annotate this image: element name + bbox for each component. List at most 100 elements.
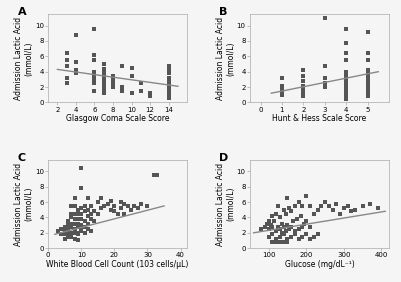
Point (322, 63, 328, 68)
Point (58, 227, 65, 231)
Point (91, 73, 98, 78)
Point (299, 204, 306, 208)
Point (343, 89, 349, 93)
Point (166, 96, 172, 100)
Point (128, 91, 135, 96)
Point (75, 231, 81, 235)
Point (147, 91, 153, 96)
Point (343, 58, 349, 62)
Point (101, 91, 107, 96)
Point (63, 58, 70, 62)
Text: B: B (219, 7, 228, 17)
Point (85, 221, 91, 226)
Point (348, 209, 354, 213)
Point (81, 219, 88, 224)
Point (269, 232, 275, 237)
Point (367, 201, 373, 206)
Point (166, 94, 172, 98)
Point (73, 71, 79, 76)
Point (111, 209, 117, 213)
Point (101, 77, 107, 82)
Point (296, 227, 302, 231)
Point (75, 211, 81, 216)
Point (343, 77, 349, 82)
X-axis label: Glucose (mg/dL⁻¹): Glucose (mg/dL⁻¹) (285, 260, 354, 269)
Point (154, 173, 161, 177)
Point (108, 198, 114, 203)
Point (300, 83, 306, 88)
Point (110, 85, 116, 89)
Point (75, 224, 81, 229)
Point (101, 62, 107, 66)
Point (301, 221, 308, 226)
Point (91, 69, 98, 74)
Point (101, 85, 107, 89)
Point (91, 219, 98, 224)
Point (101, 204, 107, 208)
Point (63, 50, 70, 55)
X-axis label: Hunt & Hess Scale Score: Hunt & Hess Scale Score (272, 114, 367, 123)
Point (314, 208, 321, 212)
Point (292, 232, 298, 237)
Point (124, 204, 131, 208)
Point (91, 27, 98, 32)
Point (322, 85, 328, 89)
Point (343, 91, 349, 96)
Point (68, 215, 75, 220)
Point (343, 27, 349, 32)
Point (273, 237, 279, 241)
Point (344, 204, 351, 208)
Point (300, 86, 306, 91)
Point (71, 204, 78, 208)
Point (61, 237, 68, 241)
Point (365, 71, 371, 76)
Point (300, 91, 306, 96)
Point (121, 201, 128, 206)
Point (101, 89, 107, 93)
Point (343, 96, 349, 101)
Point (128, 208, 134, 212)
Point (128, 73, 135, 78)
Point (78, 229, 85, 233)
Point (166, 63, 172, 68)
Point (166, 76, 172, 80)
Point (111, 204, 117, 208)
Point (300, 94, 306, 98)
Point (326, 204, 332, 208)
Point (73, 33, 79, 37)
Point (71, 227, 78, 231)
Point (119, 85, 126, 89)
Point (65, 223, 71, 227)
Point (318, 204, 324, 208)
Point (78, 165, 85, 170)
Point (61, 229, 68, 233)
Point (61, 224, 68, 229)
Point (365, 30, 371, 34)
Point (365, 86, 371, 91)
Point (333, 201, 340, 206)
Point (269, 224, 275, 229)
Point (73, 60, 79, 65)
Point (138, 89, 144, 93)
Point (101, 81, 107, 85)
Point (303, 194, 310, 198)
Point (343, 83, 349, 88)
Point (299, 234, 306, 239)
Point (78, 217, 85, 221)
Point (73, 68, 79, 72)
Point (269, 240, 275, 244)
Point (365, 81, 371, 85)
Point (271, 219, 277, 224)
Point (273, 229, 279, 233)
X-axis label: White Blood Cell Count (103 cells/µL): White Blood Cell Count (103 cells/µL) (47, 260, 189, 269)
Point (263, 221, 270, 226)
Point (65, 234, 71, 239)
Point (265, 219, 272, 224)
Point (267, 223, 274, 227)
Point (144, 204, 151, 208)
Point (91, 81, 98, 85)
Point (265, 234, 272, 239)
Point (75, 217, 81, 221)
Point (337, 211, 343, 216)
Point (110, 73, 116, 78)
